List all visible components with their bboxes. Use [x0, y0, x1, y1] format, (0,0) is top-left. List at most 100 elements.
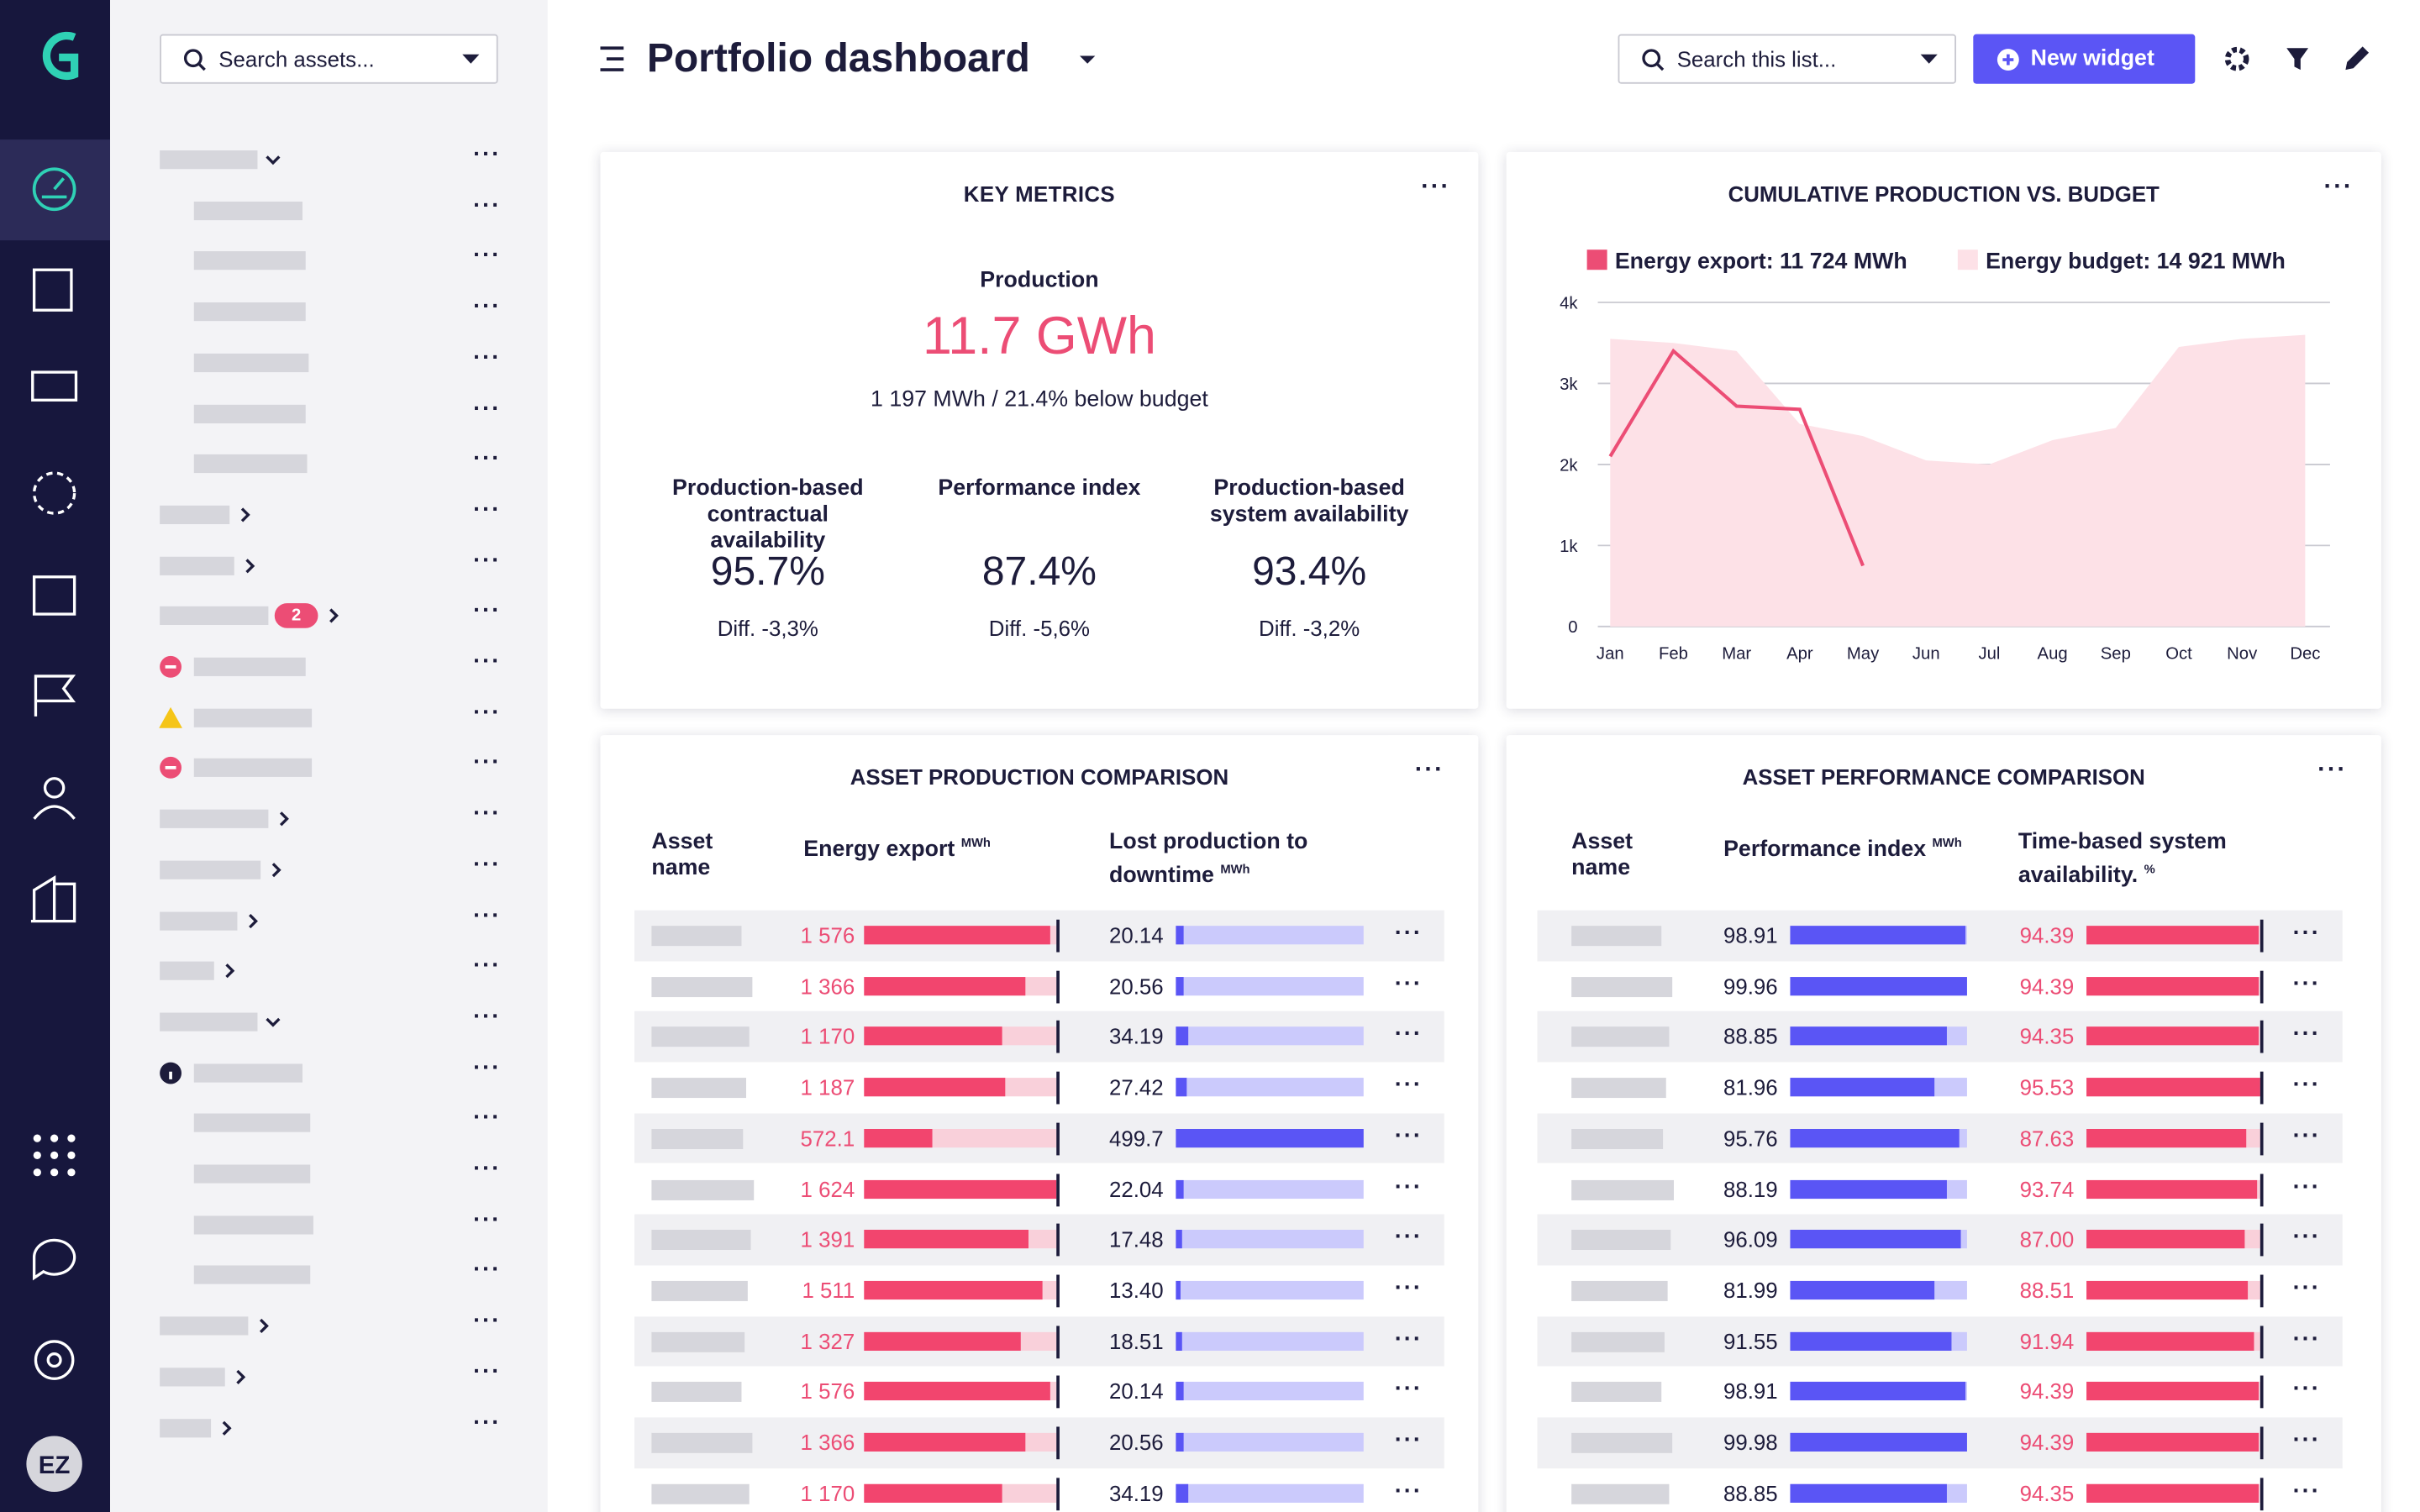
tree-item-placeholder[interactable] — [193, 759, 313, 778]
tree-item-placeholder[interactable] — [193, 302, 306, 322]
tree-item-menu[interactable]: ··· — [473, 344, 502, 370]
nav-active[interactable] — [0, 139, 111, 241]
tree-item-placeholder[interactable] — [160, 961, 214, 981]
row-menu[interactable]: ··· — [1394, 1223, 1423, 1251]
tree-item-menu[interactable]: ··· — [473, 1257, 502, 1284]
tree-item-placeholder[interactable] — [193, 1164, 311, 1184]
row-menu[interactable]: ··· — [1394, 1021, 1423, 1047]
tree-item-menu[interactable]: ··· — [473, 800, 502, 827]
tree-item-menu[interactable]: ··· — [473, 1205, 502, 1233]
row-menu[interactable]: ··· — [1394, 1477, 1423, 1504]
page-title[interactable]: Portfolio dashboard — [646, 34, 1030, 81]
tree-item-placeholder[interactable] — [193, 708, 313, 727]
row-menu[interactable]: ··· — [1394, 1426, 1423, 1453]
table-row[interactable]: 95.76 87.63 ··· — [1537, 1113, 2343, 1164]
tree-item-placeholder[interactable] — [160, 150, 258, 170]
tree-item-menu[interactable]: ··· — [473, 952, 502, 979]
row-menu[interactable]: ··· — [2292, 1376, 2321, 1403]
table-row[interactable]: 1 576 20.14 ··· — [634, 1367, 1444, 1418]
icon-calendar[interactable] — [32, 575, 76, 616]
tree-item-menu[interactable]: ··· — [473, 1409, 502, 1436]
tree-item-menu[interactable]: ··· — [473, 192, 502, 218]
table-row[interactable]: 1 170 34.19 ··· — [634, 1011, 1444, 1063]
tree-item-placeholder[interactable] — [193, 201, 303, 220]
tree-item-placeholder[interactable] — [160, 809, 269, 829]
table-row[interactable]: 1 576 20.14 ··· — [634, 910, 1444, 962]
tree-item-placeholder[interactable] — [193, 1063, 303, 1082]
icon-sites[interactable] — [31, 370, 78, 402]
tree-item-menu[interactable]: ··· — [473, 1053, 502, 1081]
tree-item-menu[interactable]: ··· — [473, 242, 502, 270]
tree-item-menu[interactable]: ··· — [473, 1357, 502, 1385]
row-menu[interactable]: ··· — [1394, 1325, 1423, 1352]
table-row[interactable]: 1 511 13.40 ··· — [634, 1265, 1444, 1316]
icon-dashboard[interactable] — [32, 167, 76, 212]
tree-item-placeholder[interactable] — [193, 1114, 311, 1133]
icon-chat[interactable] — [32, 1238, 76, 1281]
icon-apps[interactable] — [33, 1134, 76, 1177]
row-menu[interactable]: ··· — [2292, 1122, 2321, 1149]
tree-item-placeholder[interactable] — [160, 1418, 212, 1437]
table-row[interactable]: 81.96 95.53 ··· — [1537, 1062, 2343, 1114]
tree-item-menu[interactable]: ··· — [473, 1105, 502, 1131]
tree-item-placeholder[interactable] — [160, 860, 261, 879]
tree-item-placeholder[interactable] — [160, 556, 234, 575]
table-row[interactable]: 99.98 94.39 ··· — [1537, 1417, 2343, 1468]
table-row[interactable]: 99.96 94.39 ··· — [1537, 961, 2343, 1012]
table-row[interactable]: 88.19 93.74 ··· — [1537, 1163, 2343, 1215]
table-row[interactable]: 572.1 499.7 ··· — [634, 1113, 1444, 1164]
tree-item-menu[interactable]: ··· — [473, 445, 502, 472]
table-row[interactable]: 96.09 87.00 ··· — [1537, 1214, 2343, 1266]
tree-item-menu[interactable]: ··· — [473, 141, 502, 168]
tree-item-placeholder[interactable] — [193, 353, 309, 372]
table-row[interactable]: 1 187 27.42 ··· — [634, 1062, 1444, 1114]
list-search[interactable]: Search this list... — [1618, 34, 1957, 84]
row-menu[interactable]: ··· — [2292, 1325, 2321, 1352]
card-menu[interactable]: ··· — [1421, 173, 1451, 201]
title-caret[interactable] — [1079, 55, 1098, 68]
table-row[interactable]: 1 366 20.56 ··· — [634, 1417, 1444, 1468]
row-menu[interactable]: ··· — [2292, 1173, 2321, 1200]
row-menu[interactable]: ··· — [1394, 1274, 1423, 1301]
row-menu[interactable]: ··· — [1394, 1122, 1423, 1149]
row-menu[interactable]: ··· — [2292, 1274, 2321, 1301]
icon-building[interactable] — [30, 874, 76, 923]
tree-item-placeholder[interactable] — [160, 606, 269, 626]
table-row[interactable]: 1 624 22.04 ··· — [634, 1163, 1444, 1215]
tree-item-menu[interactable]: ··· — [473, 597, 502, 624]
icon-users[interactable] — [43, 777, 66, 799]
tree-item-menu[interactable]: ··· — [473, 648, 502, 675]
card-menu[interactable]: ··· — [1414, 756, 1444, 784]
tree-item-menu[interactable]: ··· — [473, 293, 502, 320]
row-menu[interactable]: ··· — [2292, 1477, 2321, 1504]
avatar[interactable] — [26, 1436, 82, 1493]
new-widget-button[interactable]: New widget — [1973, 34, 2196, 84]
asset-search[interactable]: Search assets... — [160, 34, 498, 84]
row-menu[interactable]: ··· — [1394, 919, 1423, 947]
tree-item-placeholder[interactable] — [160, 505, 230, 524]
row-menu[interactable]: ··· — [2292, 1021, 2321, 1047]
table-row[interactable]: 1 366 20.56 ··· — [634, 961, 1444, 1012]
tree-item-placeholder[interactable] — [160, 1367, 225, 1387]
tree-item-menu[interactable]: ··· — [473, 1003, 502, 1030]
card-menu[interactable]: ··· — [2317, 756, 2348, 784]
tree-item-menu[interactable]: ··· — [473, 1307, 502, 1334]
icon-flag[interactable] — [34, 675, 76, 717]
tree-item-menu[interactable]: ··· — [473, 1155, 502, 1182]
tree-item-menu[interactable]: ··· — [473, 699, 502, 726]
table-row[interactable]: 91.55 91.94 ··· — [1537, 1315, 2343, 1367]
tree-item-placeholder[interactable] — [160, 1012, 258, 1032]
table-row[interactable]: 1 391 17.48 ··· — [634, 1214, 1444, 1266]
tree-item-placeholder[interactable] — [193, 1266, 311, 1285]
icon-energy[interactable] — [32, 471, 76, 515]
row-menu[interactable]: ··· — [1394, 1173, 1423, 1200]
tree-item-menu[interactable]: ··· — [473, 901, 502, 928]
row-menu[interactable]: ··· — [1394, 1071, 1423, 1099]
row-menu[interactable]: ··· — [2292, 1071, 2321, 1099]
icon-settings[interactable] — [34, 1340, 75, 1380]
settings-icon[interactable] — [2224, 46, 2249, 71]
table-row[interactable]: 98.91 94.39 ··· — [1537, 910, 2343, 962]
row-menu[interactable]: ··· — [2292, 1223, 2321, 1251]
table-row[interactable]: 88.85 94.35 ··· — [1537, 1011, 2343, 1063]
tree-item-menu[interactable]: ··· — [473, 749, 502, 776]
